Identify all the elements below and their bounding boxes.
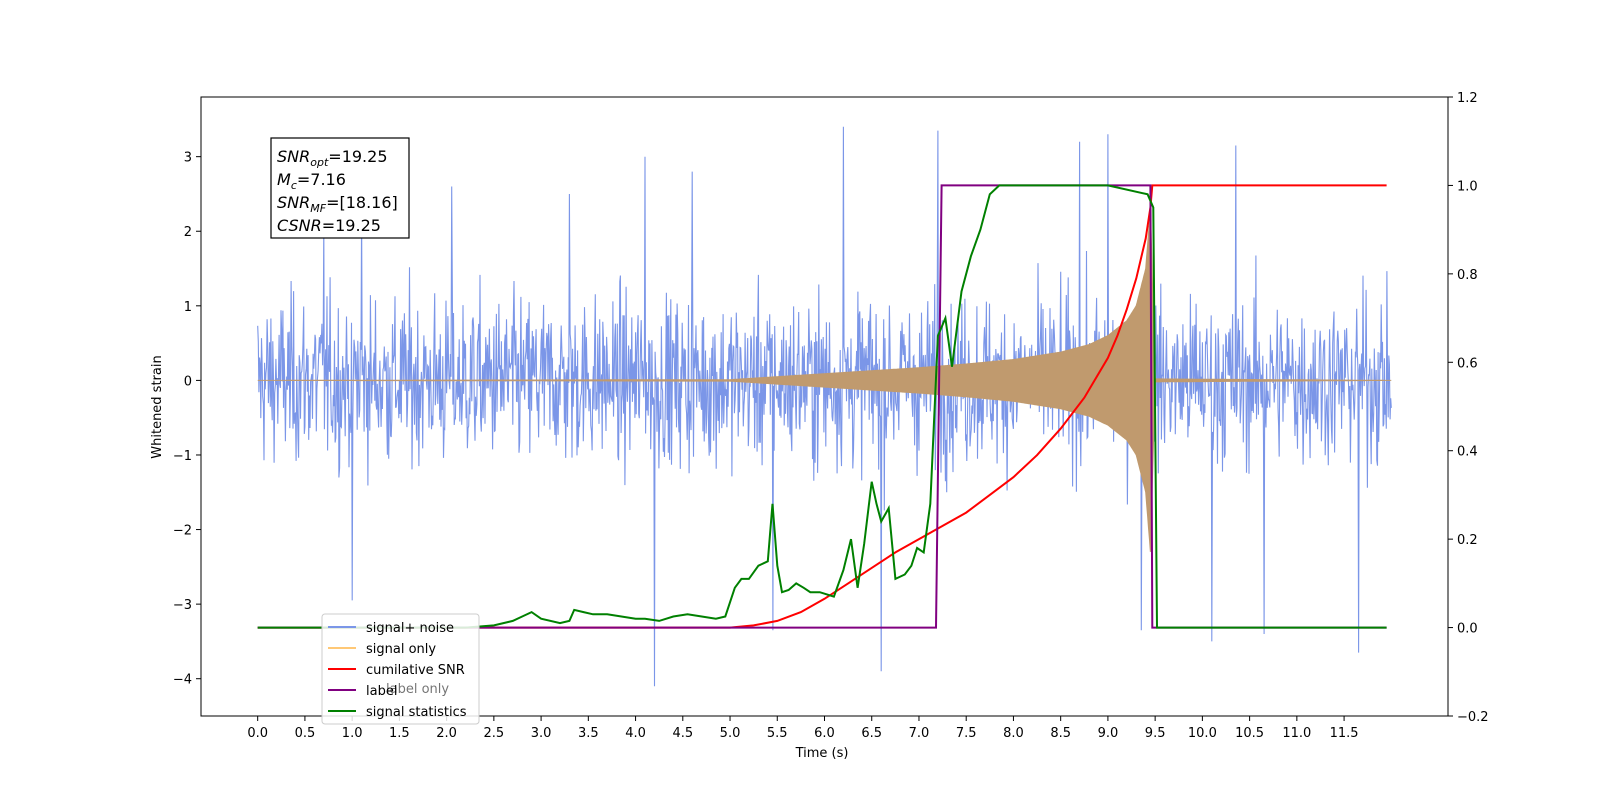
x-tick-label: 5.0 <box>720 726 741 741</box>
y-right-tick-label: 0.4 <box>1457 445 1478 460</box>
x-tick-label: 11.5 <box>1330 726 1359 741</box>
x-tick-label: 2.5 <box>484 726 505 741</box>
y-right-tick-label: 1.2 <box>1457 91 1478 106</box>
y-left-tick-label: 0 <box>184 374 192 389</box>
x-axis-label: Time (s) <box>795 746 849 761</box>
x-tick-label: 7.5 <box>956 726 977 741</box>
x-axis: 0.0 0.5 1.0 1.5 2.0 2.5 3.0 3.5 4.0 4.5 5.0 5.5 6.0 6… <box>247 716 1359 741</box>
plot-area <box>257 126 1392 687</box>
x-tick-label: 3.0 <box>531 726 552 741</box>
y-axis-right: −0.2 0.0 0.2 0.4 0.6 0.8 1.0 1.2 <box>1448 91 1489 725</box>
x-tick-label: 1.5 <box>389 726 410 741</box>
series-signal-statistics <box>257 184 1387 629</box>
x-tick-label: 8.5 <box>1050 726 1071 741</box>
y-left-tick-label: −3 <box>173 598 192 613</box>
x-tick-label: 3.5 <box>578 726 599 741</box>
stats-box-frame <box>270 137 410 239</box>
y-right-tick-label: 1.0 <box>1457 179 1478 194</box>
x-tick-label: 0.5 <box>295 726 316 741</box>
y-left-tick-label: 3 <box>184 151 192 166</box>
x-tick-label: 11.0 <box>1282 726 1311 741</box>
y-axis-left: −4 −3 −2 −1 0 1 2 3 <box>173 151 201 688</box>
legend-label: cumilative SNR <box>366 663 465 678</box>
y-right-tick-label: 0.8 <box>1457 268 1478 283</box>
series-signal-only <box>257 208 1392 552</box>
x-tick-label: 8.0 <box>1003 726 1024 741</box>
x-tick-label: 4.5 <box>672 726 693 741</box>
x-tick-label: 10.5 <box>1235 726 1264 741</box>
y-left-tick-label: −4 <box>173 673 192 688</box>
series-cumilative-snr <box>257 184 1387 629</box>
x-tick-label: 7.0 <box>909 726 930 741</box>
stats-line: SNRopt=19.25 <box>277 147 388 169</box>
x-tick-label: 6.0 <box>814 726 835 741</box>
stats-line: Mc=7.16 <box>277 170 346 192</box>
y-right-tick-label: 0.0 <box>1457 622 1478 637</box>
stats-line: SNRMF=[18.16] <box>277 193 398 215</box>
legend-label-ghost: label only <box>386 682 449 697</box>
legend-label: label <box>366 684 397 699</box>
y-left-tick-label: 2 <box>184 225 192 240</box>
legend-label: signal statistics <box>366 705 467 720</box>
x-tick-label: 1.0 <box>342 726 363 741</box>
legend: signal+ noise signal only cumilative SNR la… <box>321 613 480 725</box>
x-tick-label: 4.0 <box>625 726 646 741</box>
legend-frame <box>321 613 480 725</box>
legend-label: signal+ noise <box>366 621 454 636</box>
stats-line: CSNR=19.25 <box>277 216 381 235</box>
x-tick-label: 0.0 <box>247 726 268 741</box>
x-tick-label: 10.0 <box>1188 726 1217 741</box>
x-tick-label: 9.5 <box>1145 726 1166 741</box>
y-right-tick-label: 0.6 <box>1457 356 1478 371</box>
stats-annotation-box: SNRopt=19.25Mc=7.16SNRMF=[18.16]CSNR=19.… <box>270 137 410 239</box>
y-left-tick-label: −1 <box>173 449 192 464</box>
legend-label: signal only <box>366 642 436 657</box>
x-tick-label: 9.0 <box>1098 726 1119 741</box>
y-left-tick-label: −2 <box>173 524 192 539</box>
y-right-tick-label: 0.2 <box>1457 533 1478 548</box>
x-tick-label: 5.5 <box>767 726 788 741</box>
x-tick-label: 6.5 <box>861 726 882 741</box>
x-tick-label: 2.0 <box>436 726 457 741</box>
y-right-tick-label: −0.2 <box>1457 710 1489 725</box>
y-left-tick-label: 1 <box>184 300 192 315</box>
y-axis-label-left: Whitened strain <box>150 355 165 458</box>
